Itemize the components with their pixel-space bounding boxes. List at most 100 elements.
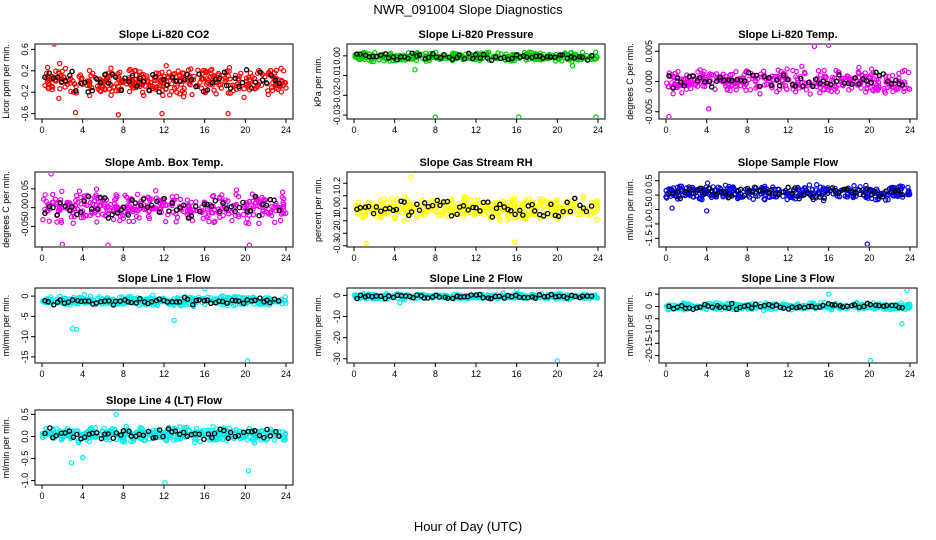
data-point <box>233 187 240 193</box>
data-point <box>744 187 750 194</box>
reference-point <box>856 304 862 311</box>
reference-point <box>449 56 456 63</box>
reference-point <box>821 195 827 201</box>
reference-point <box>47 425 53 431</box>
data-point <box>741 71 747 78</box>
reference-point <box>78 209 84 215</box>
data-point <box>202 431 209 437</box>
data-point <box>820 86 827 92</box>
reference-point <box>753 72 760 79</box>
panel-4: Slope Amb. Box Temp. degrees C per min. 0 4… <box>1 157 294 263</box>
reference-point <box>42 430 48 437</box>
reference-point <box>169 200 176 206</box>
data-point <box>445 205 451 211</box>
data-point <box>128 293 134 300</box>
data-point <box>193 436 199 442</box>
data-point <box>512 197 518 204</box>
reference-point <box>409 50 415 56</box>
data-point <box>44 64 51 71</box>
reference-point <box>416 207 423 213</box>
y-tick-label: 0.000 <box>644 70 654 93</box>
reference-point <box>677 195 683 202</box>
data-point <box>752 77 759 84</box>
panel-3: Slope Li-820 Temp. degrees C per min. 0 4 8 1… <box>625 29 918 135</box>
y-tick-label: 0.0 <box>644 189 654 202</box>
reference-point <box>264 426 270 433</box>
reference-point <box>401 199 407 205</box>
reference-point <box>117 298 123 304</box>
reference-point <box>102 195 108 201</box>
data-point <box>386 58 393 64</box>
reference-point <box>682 189 688 195</box>
data-point <box>76 73 82 80</box>
y-tick-label: -15 <box>644 337 654 350</box>
panel-title: Slope Li-820 CO2 <box>119 29 209 41</box>
y-tick-label: 0.5 <box>20 408 30 421</box>
reference-point <box>888 189 895 195</box>
reference-point <box>208 300 214 307</box>
reference-point <box>227 85 234 92</box>
data-point <box>821 197 827 204</box>
reference-point <box>232 75 238 82</box>
data-point <box>121 437 128 443</box>
panel-title: Slope Sample Flow <box>738 157 839 169</box>
data-point <box>580 195 587 201</box>
reference-point <box>97 194 103 201</box>
reference-point <box>448 213 455 219</box>
y-tick-label: 0.005 <box>644 40 654 63</box>
reference-point <box>454 293 460 300</box>
reference-point <box>697 74 703 81</box>
reference-point <box>540 213 547 219</box>
reference-point <box>789 304 795 310</box>
data-point <box>377 213 383 220</box>
data-point <box>692 82 699 88</box>
outlier-point <box>899 321 905 327</box>
y-tick-label: 0 <box>20 294 30 299</box>
y-tick-label: 0.00 <box>332 47 342 65</box>
reference-point <box>227 429 234 436</box>
reference-point <box>480 294 486 301</box>
y-tick-label: -0.05 <box>20 216 30 237</box>
reference-point <box>385 293 392 299</box>
reference-point <box>737 186 744 193</box>
reference-point <box>236 204 243 211</box>
reference-point <box>690 190 696 197</box>
reference-point <box>873 69 879 76</box>
data-point <box>869 86 876 93</box>
data-point <box>592 209 598 215</box>
data-point <box>792 88 799 95</box>
reference-point <box>82 79 88 86</box>
reference-point <box>398 198 404 204</box>
data-point <box>204 294 211 300</box>
reference-point <box>800 83 806 89</box>
data-point <box>229 209 235 215</box>
x-tick-label: 16 <box>824 369 834 379</box>
data-point <box>580 193 587 199</box>
panel-title: Slope Line 3 Flow <box>742 273 835 285</box>
reference-point <box>820 302 826 309</box>
reference-point <box>235 432 242 439</box>
reference-point <box>849 81 855 87</box>
data-point <box>851 182 857 189</box>
reference-point <box>480 199 487 206</box>
data-point <box>441 210 447 216</box>
data-point <box>209 66 215 73</box>
reference-point <box>583 208 590 215</box>
outlier-point <box>516 114 522 118</box>
reference-point <box>132 200 139 206</box>
data-point <box>720 193 726 200</box>
data-point <box>225 90 231 96</box>
reference-point <box>548 201 554 208</box>
y-tick-label: -20 <box>332 331 342 344</box>
data-point <box>880 306 887 312</box>
reference-point <box>239 79 246 86</box>
reference-point <box>62 430 68 436</box>
y-tick-label: -30 <box>332 352 342 365</box>
x-tick-label: 24 <box>905 253 915 263</box>
reference-point <box>257 69 263 75</box>
data-point <box>80 214 87 220</box>
data-point <box>801 69 808 76</box>
reference-point <box>872 302 879 308</box>
data-point <box>103 205 109 211</box>
data-point <box>160 92 166 99</box>
